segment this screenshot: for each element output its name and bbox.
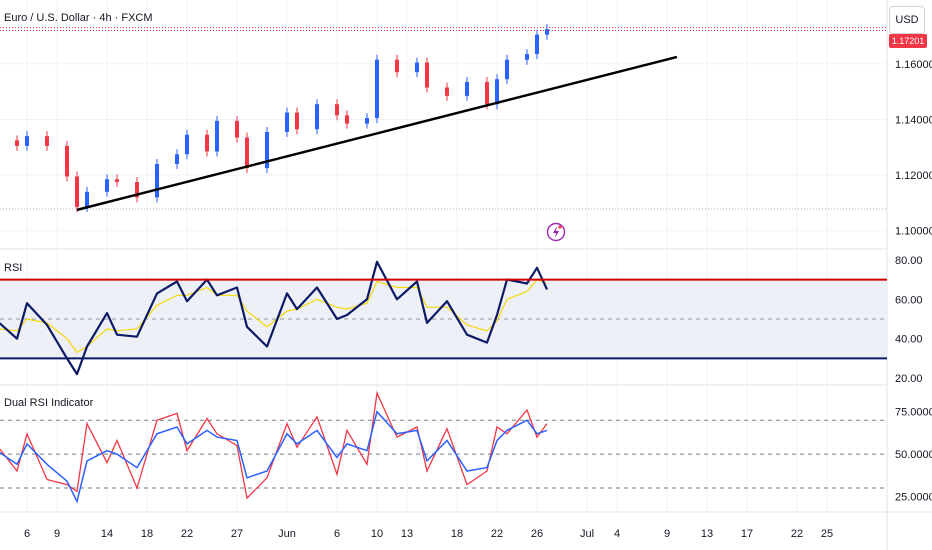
dual-rsi-fast-line — [0, 390, 548, 500]
x-axis-tick-label: 26 — [531, 528, 543, 540]
dual-rsi-indicator-title[interactable]: Dual RSI Indicator — [4, 397, 94, 409]
candle-body — [295, 112, 299, 130]
x-axis-tick-label: 22 — [791, 528, 803, 540]
candle-body — [265, 132, 269, 169]
candle-body — [85, 191, 89, 208]
candle-body — [105, 179, 109, 192]
x-axis-tick-label: Jun — [278, 528, 296, 540]
x-axis-tick-label: 6 — [334, 528, 340, 540]
rsi-axis-tick-label: 60.00 — [895, 294, 923, 306]
candle-body — [135, 182, 139, 198]
rsi-axis-tick-label: 80.00 — [895, 255, 923, 267]
candle-body — [45, 136, 49, 146]
x-axis-tick-label: 6 — [24, 528, 30, 540]
x-axis-tick-label: 18 — [451, 528, 463, 540]
x-axis-tick-label: Jul — [580, 528, 594, 540]
rsi-line — [0, 260, 548, 376]
candle-body — [205, 134, 209, 152]
candle-body — [525, 54, 529, 60]
x-axis-tick-label: 9 — [54, 528, 60, 540]
dual-rsi-axis-tick-label: 75.00000 — [895, 407, 932, 419]
candle-body — [415, 62, 419, 73]
dual-rsi-axis-tick-label: 50.00000 — [895, 449, 932, 461]
x-axis-tick-label: 13 — [701, 528, 713, 540]
currency-button[interactable]: USD — [889, 6, 925, 34]
x-axis-tick-label: 18 — [141, 528, 153, 540]
x-axis-tick-label: 9 — [664, 528, 670, 540]
candle-body — [285, 112, 289, 132]
x-axis-tick-label: 4 — [614, 528, 620, 540]
candle-body — [245, 137, 249, 169]
candle-body — [345, 115, 349, 124]
price-axis-tick-label: 1.12000 — [895, 170, 932, 182]
candle-body — [235, 120, 239, 138]
candle-body — [335, 104, 339, 116]
symbol-title: Euro / U.S. Dollar · 4h · FXCM — [4, 12, 153, 24]
price-axis-tick-label: 1.14000 — [895, 114, 932, 126]
candle-body — [395, 59, 399, 73]
candle-body — [75, 176, 79, 208]
rsi-axis-tick-label: 20.00 — [895, 373, 923, 385]
dual-rsi-pane[interactable] — [0, 390, 887, 504]
x-axis-tick-label: 14 — [101, 528, 113, 540]
x-axis-tick-label: 25 — [821, 528, 833, 540]
x-axis-tick-label: 13 — [401, 528, 413, 540]
candle-body — [495, 79, 499, 105]
candle-body — [65, 145, 69, 177]
candle-body — [365, 118, 369, 124]
rsi-axis-tick-label: 40.00 — [895, 334, 923, 346]
rsi-indicator-title[interactable]: RSI — [4, 262, 23, 274]
x-axis-tick-label: 17 — [741, 528, 753, 540]
candle-body — [545, 29, 549, 35]
x-axis-tick-label: 22 — [491, 528, 503, 540]
candle-body — [465, 81, 469, 96]
candle-body — [25, 136, 29, 146]
candle-body — [115, 179, 119, 183]
candle-body — [155, 163, 159, 198]
candle-body — [485, 81, 489, 105]
price-axis-tick-label: 1.16000 — [895, 59, 932, 71]
candle-body — [215, 120, 219, 152]
candle-body — [375, 59, 379, 119]
last-price-tag: 1.17201 — [889, 34, 927, 48]
candle-body — [445, 87, 449, 96]
axis-labels: 6 9 14 18 22 27 Jun 6 10 13 18 22 26 Jul 4 9 13 17 22 25 1.1… — [24, 59, 932, 540]
support-trendline — [76, 55, 678, 212]
x-axis-tick-label: 10 — [371, 528, 383, 540]
x-axis-tick-label: 27 — [231, 528, 243, 540]
price-axis-tick-label: 1.10000 — [895, 226, 932, 238]
candle-body — [15, 140, 19, 146]
rsi-pane[interactable] — [0, 260, 887, 376]
lightning-bolt-icon[interactable] — [546, 222, 566, 242]
candle-body — [315, 104, 319, 130]
candle-body — [535, 34, 539, 55]
dual-rsi-axis-tick-label: 25.00000 — [895, 491, 932, 503]
candle-body — [505, 59, 509, 80]
x-axis-tick-label: 22 — [181, 528, 193, 540]
candle-body — [175, 154, 179, 164]
candle-body — [185, 134, 189, 155]
dual-rsi-slow-line — [0, 410, 548, 504]
candle-body — [425, 62, 429, 88]
price-pane[interactable] — [0, 24, 887, 213]
